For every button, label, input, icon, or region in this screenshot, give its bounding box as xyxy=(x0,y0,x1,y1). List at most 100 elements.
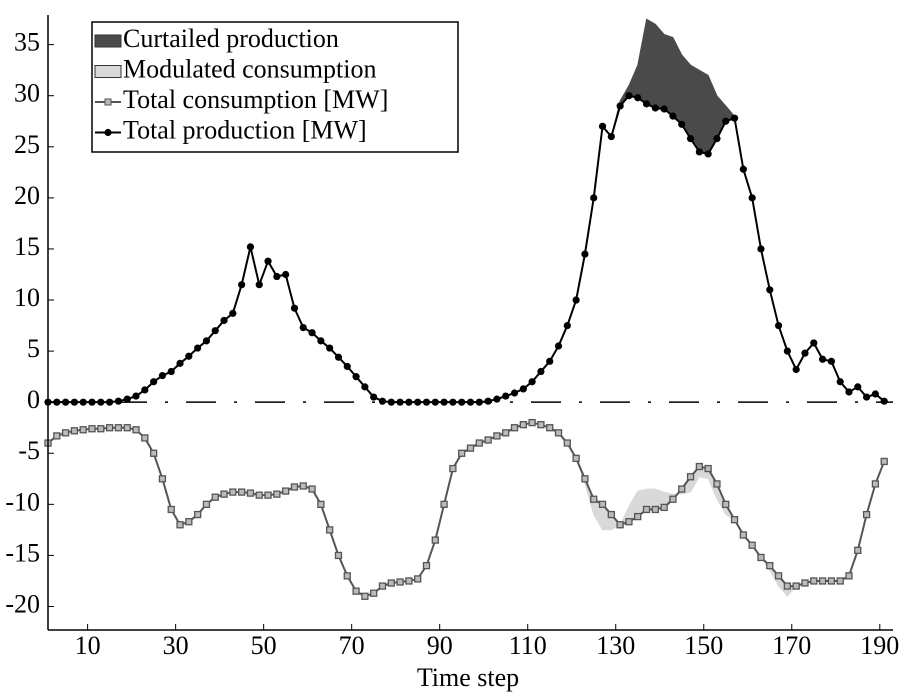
point xyxy=(598,500,607,508)
point xyxy=(880,397,888,405)
legend-label: Modulated consumption xyxy=(123,54,376,83)
point xyxy=(449,398,457,406)
point xyxy=(132,392,140,400)
point xyxy=(801,579,809,587)
point xyxy=(106,398,114,406)
legend-label: Total production [MW] xyxy=(123,115,367,144)
point xyxy=(581,250,589,258)
point xyxy=(361,592,369,600)
point xyxy=(783,582,792,590)
legend-swatch xyxy=(94,34,122,48)
x-tick-label: 90 xyxy=(427,631,453,660)
point xyxy=(246,489,255,497)
y-tick-label: -15 xyxy=(5,538,40,567)
point xyxy=(669,495,677,503)
y-tick-label: 30 xyxy=(14,79,40,108)
point xyxy=(317,337,325,345)
x-tick-label: 130 xyxy=(596,631,635,660)
point xyxy=(246,243,255,251)
point xyxy=(757,245,765,253)
point xyxy=(563,321,571,330)
point xyxy=(818,577,827,585)
point xyxy=(255,281,263,289)
point xyxy=(739,531,748,539)
point xyxy=(827,357,835,365)
point xyxy=(590,495,598,503)
point xyxy=(405,577,413,585)
point xyxy=(554,342,563,350)
point xyxy=(493,395,501,403)
point xyxy=(730,114,739,122)
point xyxy=(695,148,703,156)
point xyxy=(211,327,219,335)
point xyxy=(97,398,105,406)
point xyxy=(792,582,800,590)
point xyxy=(616,102,624,110)
y-tick-label: 0 xyxy=(27,385,40,414)
point xyxy=(748,541,756,549)
point xyxy=(774,572,783,580)
point xyxy=(308,485,316,493)
point xyxy=(378,397,387,405)
point xyxy=(880,457,888,466)
point xyxy=(378,582,387,590)
point xyxy=(299,324,307,332)
point xyxy=(458,398,466,406)
point xyxy=(748,194,756,202)
point xyxy=(326,526,334,534)
point xyxy=(546,424,554,432)
x-tick-label: 110 xyxy=(509,631,547,660)
point xyxy=(722,500,730,508)
point xyxy=(484,397,492,405)
x-tick-label: 190 xyxy=(860,631,899,660)
point xyxy=(836,577,844,585)
point xyxy=(370,589,378,597)
point xyxy=(572,454,580,463)
point xyxy=(273,490,281,498)
point xyxy=(299,482,307,490)
point xyxy=(634,512,642,521)
point xyxy=(537,367,545,376)
point xyxy=(290,304,299,312)
point xyxy=(502,392,510,400)
point xyxy=(766,561,774,570)
point xyxy=(308,329,316,337)
point xyxy=(176,521,184,529)
point xyxy=(70,427,79,435)
x-tick-label: 150 xyxy=(684,631,723,660)
point xyxy=(739,165,747,173)
point xyxy=(440,398,448,406)
point xyxy=(167,367,175,376)
point xyxy=(343,572,351,580)
point xyxy=(678,120,686,128)
point xyxy=(510,424,519,432)
point xyxy=(854,546,862,554)
point xyxy=(449,464,457,473)
point xyxy=(792,365,800,374)
point xyxy=(282,270,290,279)
point xyxy=(563,439,571,447)
point xyxy=(695,462,704,471)
point xyxy=(123,395,131,403)
point xyxy=(528,418,536,427)
point xyxy=(237,488,246,496)
y-tick-label: 10 xyxy=(14,283,40,312)
point xyxy=(114,424,123,432)
point xyxy=(651,505,659,514)
point xyxy=(229,309,237,317)
point xyxy=(845,572,853,580)
y-tick-label: -20 xyxy=(5,589,40,618)
point xyxy=(352,587,360,595)
point xyxy=(845,388,853,396)
point xyxy=(818,355,827,363)
point xyxy=(70,398,79,406)
point xyxy=(361,383,369,391)
point xyxy=(282,487,290,495)
point xyxy=(53,398,61,406)
point xyxy=(546,357,554,365)
point xyxy=(616,521,624,529)
point xyxy=(475,398,483,406)
point xyxy=(704,150,712,158)
point xyxy=(431,536,439,544)
point xyxy=(862,393,871,401)
